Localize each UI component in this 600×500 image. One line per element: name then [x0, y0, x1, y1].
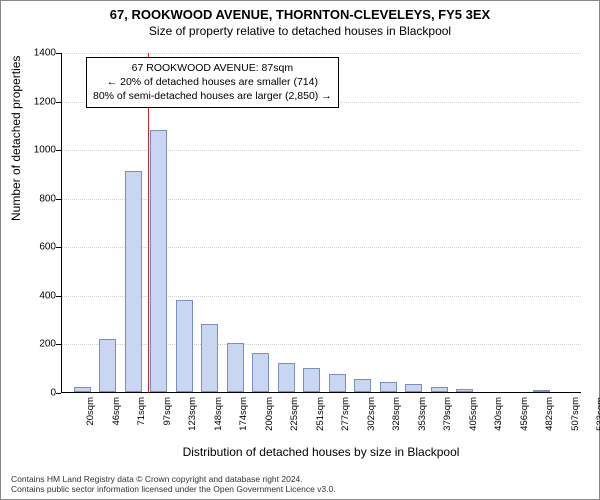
bar [227, 343, 244, 392]
xtick-label: 507sqm [570, 397, 581, 437]
xtick-label: 225sqm [289, 397, 300, 437]
xtick-label: 533sqm [595, 397, 600, 437]
xtick-label: 200sqm [264, 397, 275, 437]
xtick-label: 456sqm [519, 397, 530, 437]
bar [201, 324, 218, 392]
annotation-line: ← 20% of detached houses are smaller (71… [93, 75, 332, 89]
xtick-label: 251sqm [315, 397, 326, 437]
ytick-label: 1400 [16, 48, 56, 59]
bar [252, 353, 269, 392]
bar [533, 390, 550, 392]
xtick-label: 328sqm [391, 397, 402, 437]
xtick-label: 482sqm [544, 397, 555, 437]
footer-line: Contains public sector information licen… [11, 484, 336, 495]
xtick-label: 148sqm [213, 397, 224, 437]
bar [405, 384, 422, 393]
annotation-line: 80% of semi-detached houses are larger (… [93, 89, 332, 103]
ytick-label: 200 [16, 339, 56, 350]
ytick-label: 800 [16, 193, 56, 204]
bar [176, 300, 193, 392]
xtick-label: 46sqm [111, 397, 122, 437]
ytick-label: 0 [16, 388, 56, 399]
ytick-label: 1200 [16, 96, 56, 107]
bar [278, 363, 295, 392]
xtick-label: 71sqm [136, 397, 147, 437]
xtick-label: 123sqm [187, 397, 198, 437]
xtick-label: 302sqm [366, 397, 377, 437]
footer-line: Contains HM Land Registry data © Crown c… [11, 474, 336, 485]
ytick-label: 600 [16, 242, 56, 253]
bar [303, 368, 320, 392]
bar [380, 382, 397, 392]
ytick-label: 1000 [16, 145, 56, 156]
chart-container: 67, ROOKWOOD AVENUE, THORNTON-CLEVELEYS,… [0, 0, 600, 500]
xtick-label: 405sqm [468, 397, 479, 437]
xtick-label: 20sqm [85, 397, 96, 437]
xtick-label: 97sqm [162, 397, 173, 437]
footer-text: Contains HM Land Registry data © Crown c… [11, 474, 336, 495]
annotation-box: 67 ROOKWOOD AVENUE: 87sqm ← 20% of detac… [86, 57, 339, 108]
annotation-line: 67 ROOKWOOD AVENUE: 87sqm [93, 61, 332, 75]
bar [431, 387, 448, 392]
ytick-mark [56, 393, 61, 394]
xtick-label: 430sqm [493, 397, 504, 437]
x-axis-label: Distribution of detached houses by size … [61, 445, 581, 459]
xtick-label: 353sqm [417, 397, 428, 437]
chart-title-sub: Size of property relative to detached ho… [1, 24, 599, 38]
bar [125, 171, 142, 392]
bar [150, 130, 167, 392]
bar [74, 387, 91, 392]
bar [99, 339, 116, 392]
chart-title-main: 67, ROOKWOOD AVENUE, THORNTON-CLEVELEYS,… [1, 7, 599, 22]
xtick-label: 277sqm [340, 397, 351, 437]
ytick-label: 400 [16, 290, 56, 301]
xtick-label: 379sqm [442, 397, 453, 437]
xtick-label: 174sqm [238, 397, 249, 437]
bar [456, 389, 473, 392]
bar [354, 379, 371, 392]
bar [329, 374, 346, 392]
